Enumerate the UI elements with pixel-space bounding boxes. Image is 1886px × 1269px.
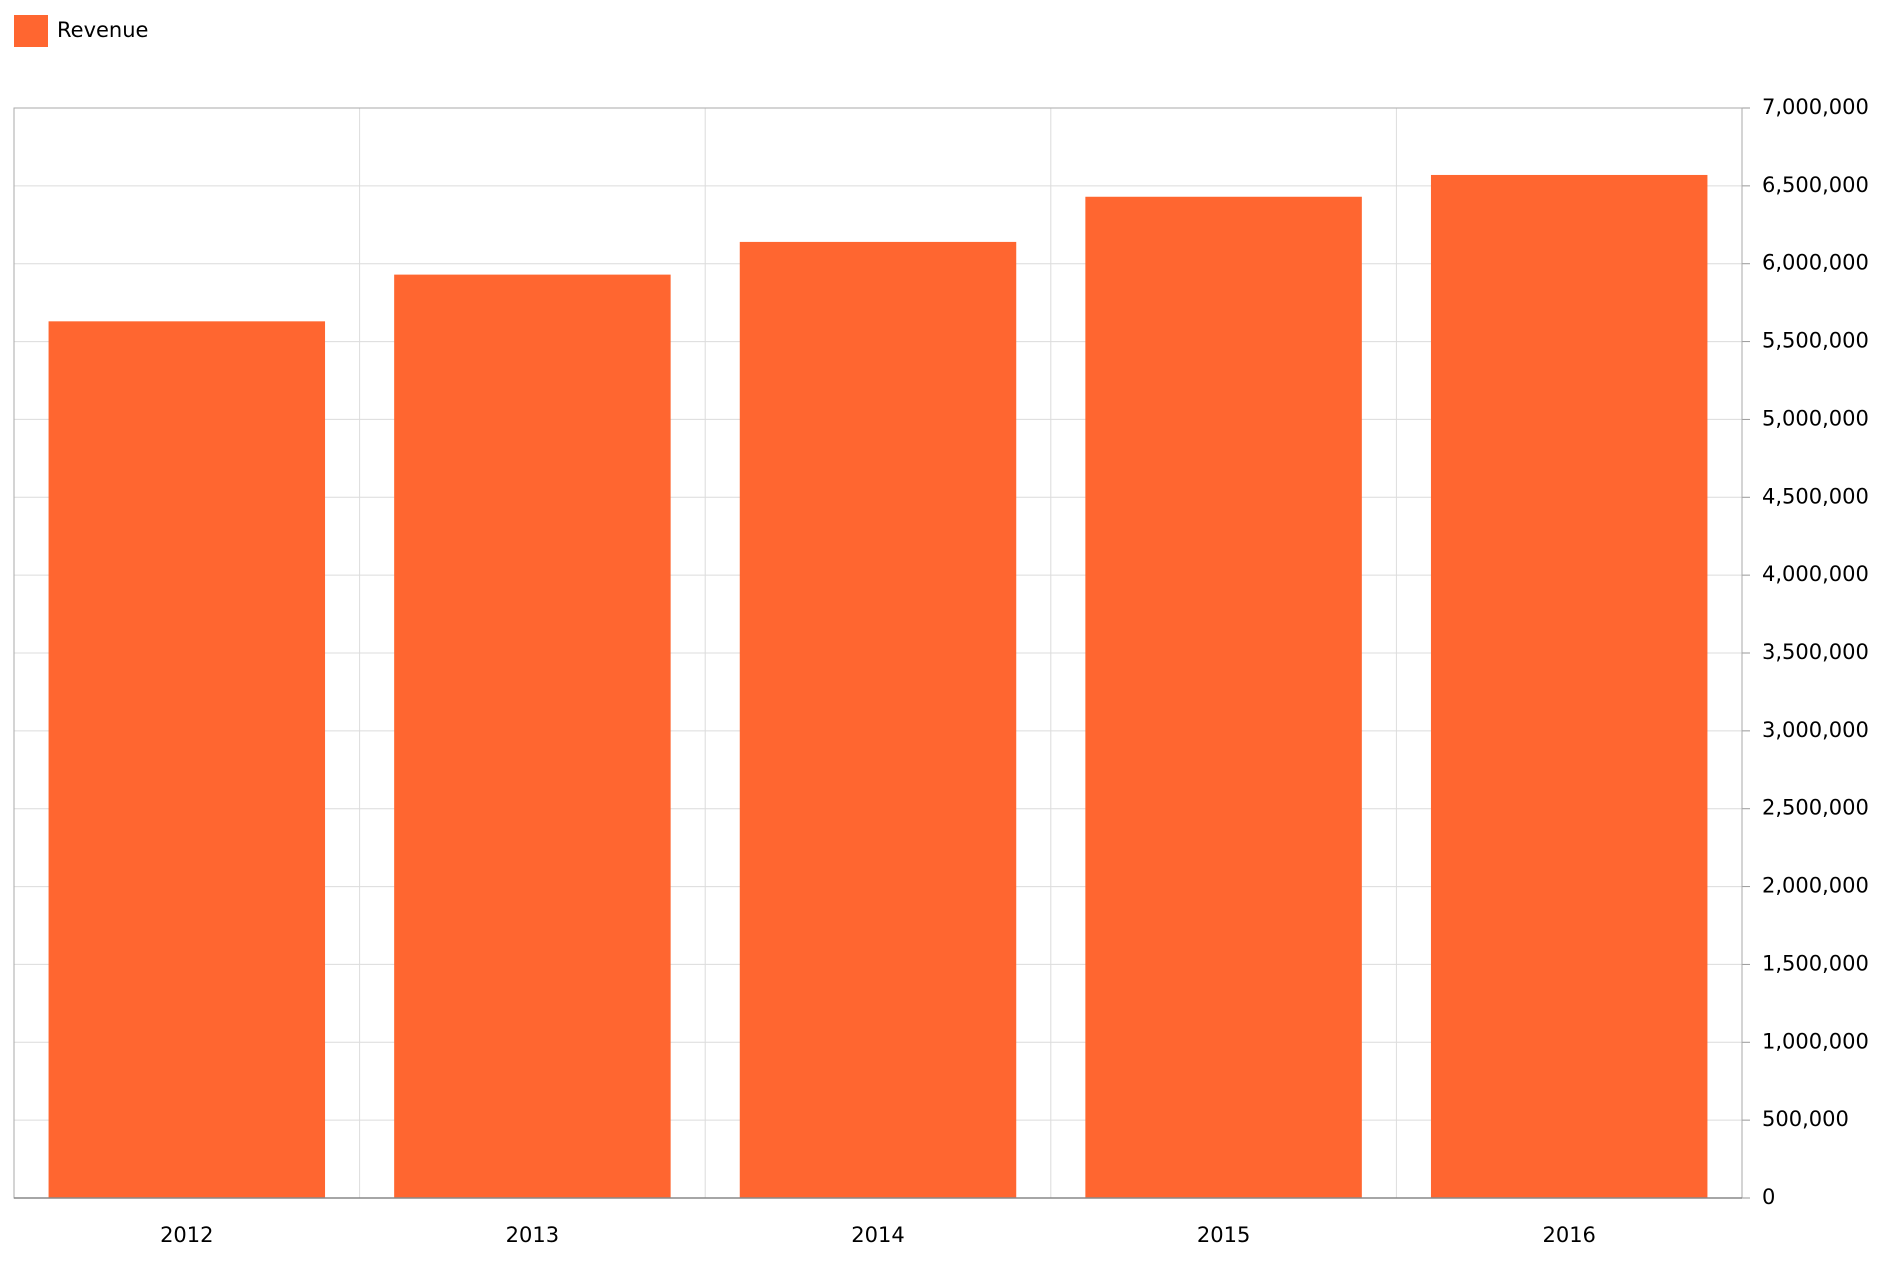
x-tick-label: 2012 xyxy=(160,1223,213,1247)
y-tick-label: 2,500,000 xyxy=(1762,796,1869,820)
y-tick-label: 4,000,000 xyxy=(1762,562,1869,586)
bar xyxy=(48,321,326,1198)
bar xyxy=(394,274,671,1199)
y-tick-label: 2,000,000 xyxy=(1762,874,1869,898)
x-tick-label: 2014 xyxy=(851,1223,904,1247)
x-tick-label: 2013 xyxy=(506,1223,559,1247)
x-tick-label: 2016 xyxy=(1542,1223,1595,1247)
y-tick-label: 1,500,000 xyxy=(1762,951,1869,975)
x-tick-label: 2015 xyxy=(1197,1223,1250,1247)
y-tick-label: 6,500,000 xyxy=(1762,173,1869,197)
y-tick-label: 7,000,000 xyxy=(1762,95,1869,119)
y-tick-label: 3,500,000 xyxy=(1762,640,1869,664)
y-tick-label: 0 xyxy=(1762,1185,1775,1209)
bar xyxy=(739,241,1017,1198)
y-tick-label: 5,000,000 xyxy=(1762,406,1869,430)
y-tick-label: 1,000,000 xyxy=(1762,1029,1869,1053)
bar xyxy=(1085,196,1362,1198)
y-tick-label: 500,000 xyxy=(1762,1107,1849,1131)
legend-swatch xyxy=(14,15,48,47)
y-tick-label: 4,500,000 xyxy=(1762,484,1869,508)
y-tick-label: 6,000,000 xyxy=(1762,251,1869,275)
y-tick-label: 3,000,000 xyxy=(1762,718,1869,742)
legend-label: Revenue xyxy=(57,18,148,42)
y-tick-label: 5,500,000 xyxy=(1762,329,1869,353)
bar xyxy=(1430,174,1708,1198)
